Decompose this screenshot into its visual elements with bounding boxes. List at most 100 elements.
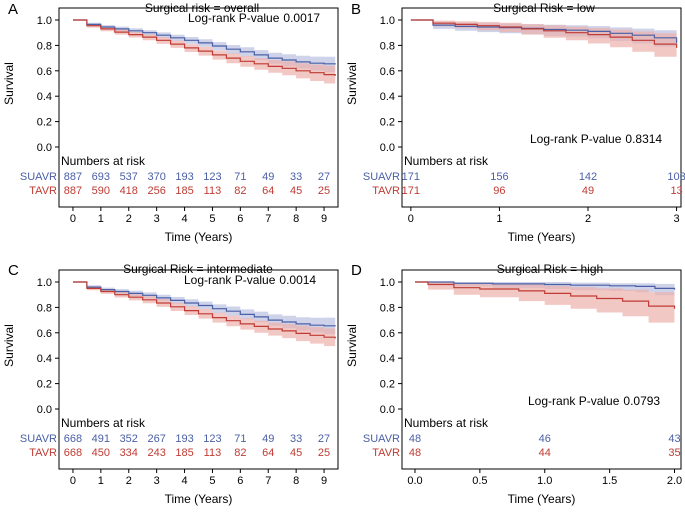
x-axis-label: Time (Years) (165, 230, 233, 244)
y-tick-label: 1.0 (37, 277, 52, 289)
risk-count-suavr: 123 (203, 433, 221, 445)
risk-count-suavr: 171 (402, 171, 420, 183)
pvalue-text: Log-rank P-value 0.8314 (530, 132, 662, 146)
chart-title: Surgical risk = overall (145, 1, 259, 15)
risk-row-label-suavr: SUAVR (20, 171, 57, 183)
y-tick-label: 0.2 (380, 379, 395, 391)
x-tick-label: 2 (126, 213, 132, 225)
x-tick-label: 3 (674, 213, 680, 225)
tavr-survival-curve (73, 281, 336, 339)
x-tick-label: 7 (265, 475, 271, 487)
risk-row-label-tavr: TAVR (29, 185, 57, 197)
x-tick-label: 1.0 (537, 475, 552, 487)
y-tick-label: 0.4 (37, 91, 52, 103)
y-tick-label: 0.6 (380, 66, 395, 78)
risk-count-suavr: 43 (668, 433, 680, 445)
risk-row-label-suavr: SUAVR (20, 433, 57, 445)
x-tick-label: 6 (237, 213, 243, 225)
plot-frame (58, 7, 339, 208)
x-tick-label: 0 (70, 475, 76, 487)
risk-count-suavr: 370 (147, 171, 165, 183)
risk-count-tavr: 64 (262, 447, 274, 459)
risk-count-tavr: 35 (668, 447, 680, 459)
risk-table-header: Numbers at risk (61, 416, 146, 430)
risk-count-tavr: 887 (64, 185, 82, 197)
x-tick-label: 3 (154, 213, 160, 225)
y-tick-label: 0.0 (380, 142, 395, 154)
pvalue-number: 0.8314 (625, 132, 662, 146)
y-tick-label: 0.8 (37, 40, 52, 52)
panel-letter: C (8, 262, 19, 279)
y-tick-label: 1.0 (380, 15, 395, 27)
risk-count-suavr: 142 (579, 171, 597, 183)
x-tick-label: 0 (408, 213, 414, 225)
x-tick-label: 9 (321, 475, 327, 487)
y-tick-label: 0.2 (380, 117, 395, 129)
risk-count-tavr: 96 (493, 185, 505, 197)
risk-table-header: Numbers at risk (404, 154, 489, 168)
x-tick-label: 8 (293, 213, 299, 225)
risk-count-suavr: 71 (234, 433, 246, 445)
risk-row-label-suavr: SUAVR (363, 433, 400, 445)
x-tick-label: 0.0 (407, 475, 422, 487)
x-tick-label: 0.5 (472, 475, 487, 487)
risk-count-tavr: 113 (204, 185, 222, 197)
y-axis-label: Survival (2, 324, 16, 367)
risk-count-suavr: 33 (290, 433, 302, 445)
suavr-survival-curve (73, 19, 336, 65)
risk-count-tavr: 64 (262, 185, 274, 197)
risk-count-suavr: 48 (409, 433, 421, 445)
x-tick-label: 1.5 (602, 475, 617, 487)
y-tick-label: 1.0 (37, 15, 52, 27)
risk-count-tavr: 418 (120, 185, 138, 197)
risk-count-suavr: 693 (92, 171, 110, 183)
risk-count-tavr: 45 (290, 185, 302, 197)
risk-count-suavr: 193 (175, 171, 193, 183)
risk-count-tavr: 450 (92, 447, 110, 459)
x-tick-label: 2.0 (667, 475, 682, 487)
x-tick-label: 1 (496, 213, 502, 225)
risk-count-tavr: 171 (402, 185, 420, 197)
y-tick-label: 0.2 (37, 117, 52, 129)
y-tick-label: 0.8 (37, 302, 52, 314)
risk-count-tavr: 113 (204, 447, 222, 459)
pvalue-number: 0.0793 (623, 394, 660, 408)
x-tick-label: 7 (265, 213, 271, 225)
y-tick-label: 0.8 (380, 40, 395, 52)
suavr-survival-curve (415, 281, 676, 290)
panel-b: B Surgical Risk = low 0.0 0.2 0.4 0.6 0.8 1.0 Su… (345, 1, 685, 244)
risk-row-label-tavr: TAVR (372, 447, 400, 459)
suavr-confidence-band (73, 20, 336, 74)
x-tick-label: 1 (98, 213, 104, 225)
risk-count-suavr: 27 (318, 433, 330, 445)
risk-count-tavr: 49 (582, 185, 594, 197)
risk-count-tavr: 82 (234, 185, 246, 197)
x-tick-label: 1 (98, 475, 104, 487)
risk-table-header: Numbers at risk (404, 416, 489, 430)
pvalue-label: Log-rank P-value (528, 394, 620, 408)
panel-a: A Surgical risk = overall 0.0 0.2 0.4 0.6 0.8 1… (2, 1, 339, 244)
risk-count-suavr: 49 (262, 171, 274, 183)
risk-count-tavr: 25 (318, 447, 330, 459)
y-tick-label: 0.6 (380, 328, 395, 340)
x-tick-label: 5 (209, 475, 215, 487)
risk-count-suavr: 352 (120, 433, 138, 445)
y-tick-label: 0.0 (37, 142, 52, 154)
tavr-confidence-band (415, 282, 675, 327)
tavr-survival-curve (73, 19, 336, 76)
risk-row-label-suavr: SUAVR (363, 171, 400, 183)
risk-row-label-tavr: TAVR (29, 447, 57, 459)
y-axis-label: Survival (2, 62, 16, 105)
risk-count-suavr: 491 (92, 433, 110, 445)
panel-letter: B (351, 1, 361, 18)
risk-count-tavr: 48 (409, 447, 421, 459)
x-tick-label: 9 (321, 213, 327, 225)
tavr-survival-curve (410, 19, 678, 48)
risk-count-tavr: 185 (175, 447, 193, 459)
risk-count-tavr: 590 (92, 185, 110, 197)
panel-c: C Surgical Risk = intermediate 0.0 0.2 0.4 0.… (2, 262, 339, 506)
risk-table-header: Numbers at risk (61, 154, 146, 168)
risk-count-tavr: 256 (147, 185, 165, 197)
pvalue-text: Log-rank P-value 0.0014 (184, 273, 316, 287)
